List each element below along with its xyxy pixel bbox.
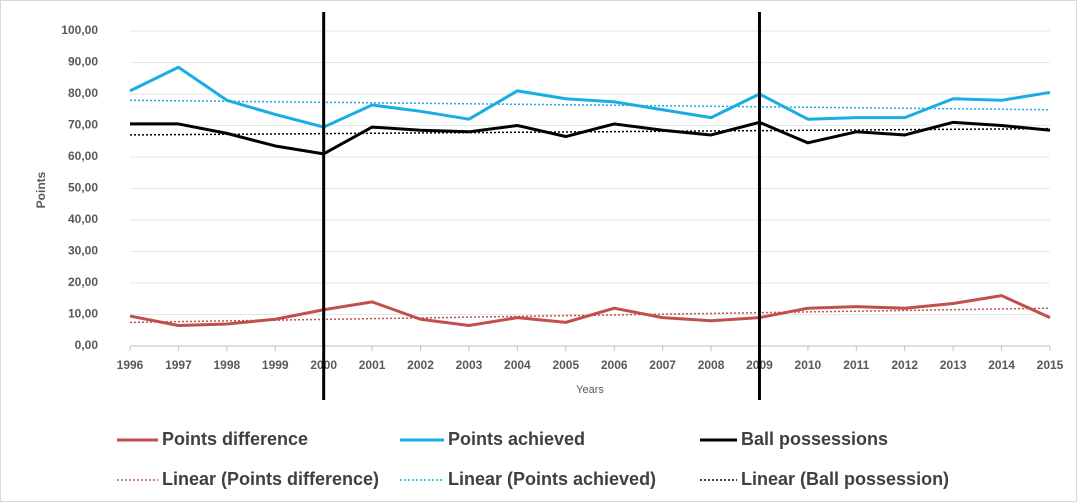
x-tick-label: 2010 xyxy=(795,358,822,372)
x-tick-label: 2014 xyxy=(988,358,1015,372)
y-tick-label: 50,00 xyxy=(68,181,98,195)
x-tick-label: 2012 xyxy=(891,358,918,372)
legend-label: Points difference xyxy=(162,429,308,449)
x-tick-label: 2008 xyxy=(698,358,725,372)
x-tick-label: 1998 xyxy=(213,358,240,372)
y-tick-label: 10,00 xyxy=(68,307,98,321)
x-tick-label: 1996 xyxy=(117,358,144,372)
x-tick-label: 2004 xyxy=(504,358,531,372)
y-tick-label: 90,00 xyxy=(68,55,98,69)
x-tick-label: 2015 xyxy=(1037,358,1064,372)
x-tick-label: 2007 xyxy=(649,358,676,372)
legend-label: Linear (Ball possession) xyxy=(741,469,949,489)
x-tick-label: 2003 xyxy=(456,358,483,372)
y-tick-label: 40,00 xyxy=(68,212,98,226)
legend-label: Ball possessions xyxy=(741,429,888,449)
y-tick-label: 30,00 xyxy=(68,244,98,258)
y-tick-label: 100,00 xyxy=(61,23,98,37)
x-axis-title: Years xyxy=(576,384,604,396)
y-tick-label: 80,00 xyxy=(68,86,98,100)
x-tick-label: 2001 xyxy=(359,358,386,372)
series-line xyxy=(130,120,1051,156)
x-tick-label: 2005 xyxy=(552,358,579,372)
x-tick-label: 2006 xyxy=(601,358,628,372)
trend-line xyxy=(129,127,1051,136)
trend-line xyxy=(129,99,1051,111)
x-tick-label: 1997 xyxy=(165,358,192,372)
y-tick-label: 60,00 xyxy=(68,149,98,163)
y-tick-label: 0,00 xyxy=(75,338,99,352)
series-line xyxy=(129,65,1051,129)
legend-label: Points achieved xyxy=(448,429,585,449)
y-axis-title: Points xyxy=(34,171,48,208)
y-tick-label: 20,00 xyxy=(68,275,98,289)
y-tick-label: 70,00 xyxy=(68,118,98,132)
x-tick-label: 2013 xyxy=(940,358,967,372)
x-tick-label: 2011 xyxy=(843,358,869,372)
x-tick-label: 2002 xyxy=(407,358,434,372)
legend-label: Linear (Points achieved) xyxy=(448,469,656,489)
legend-label: Linear (Points difference) xyxy=(162,469,379,489)
trend-line xyxy=(129,307,1051,324)
x-tick-label: 1999 xyxy=(262,358,289,372)
